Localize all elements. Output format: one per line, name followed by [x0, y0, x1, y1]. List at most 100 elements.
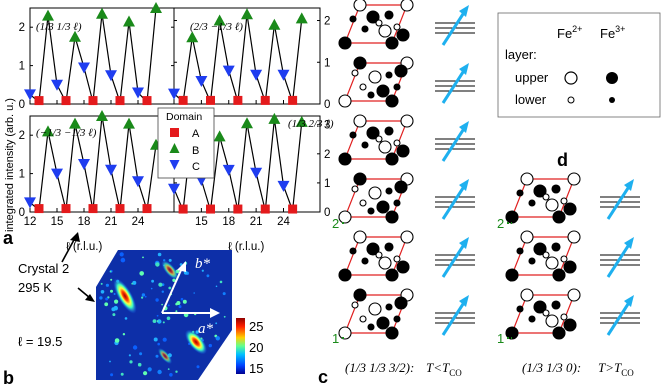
y-tick-label: 2 — [324, 149, 330, 161]
fe3-ion — [366, 10, 380, 24]
fe3-ion — [533, 300, 547, 314]
spin-arrow-icon — [441, 68, 467, 104]
noise-speck — [144, 295, 147, 298]
noise-speck — [109, 360, 111, 363]
point-domain-a — [206, 204, 215, 214]
noise-speck — [167, 368, 170, 370]
peak-main — [113, 278, 137, 314]
noise-speck — [114, 338, 120, 343]
spin-arrow-icon — [441, 242, 467, 278]
x-tick-label: 18 — [78, 216, 91, 228]
x-tick-label: 21 — [250, 216, 263, 228]
point-domain-a — [178, 204, 188, 214]
peak-bottom — [157, 347, 173, 365]
point-domain-c — [132, 87, 144, 99]
noise-speck — [156, 314, 159, 317]
subplot-label: (1/3 1/3 ℓ) — [36, 21, 82, 33]
y-tick-label: 1 — [324, 178, 330, 190]
noise-speck — [156, 320, 159, 322]
temperature-label: 295 K — [18, 280, 52, 295]
fe2-ion — [359, 315, 367, 323]
point-domain-a — [178, 95, 188, 105]
point-domain-a — [233, 95, 243, 105]
subplot-label: (1/3 2/3 ℓ) — [288, 118, 334, 130]
fe3-ion — [394, 180, 408, 194]
spin-arrowhead-icon — [459, 179, 469, 191]
noise-speck — [215, 336, 220, 341]
fe3-ion — [528, 315, 536, 323]
subplot-label: (−1/3 −1/3 ℓ) — [36, 127, 97, 139]
peak-top — [161, 260, 179, 280]
fe3-ion — [394, 296, 408, 310]
point-domain-c — [24, 197, 36, 209]
spin-arrowhead-icon — [459, 63, 469, 75]
fe3-ion — [384, 10, 394, 20]
spin-arrow-icon — [606, 242, 632, 278]
noise-speck — [168, 258, 172, 262]
x-tick-label: 21 — [105, 216, 118, 228]
y-tick-label: 2 — [19, 22, 25, 34]
structure-c-layer-5 — [338, 230, 414, 282]
fe3-ion — [349, 247, 357, 255]
point-domain-a — [288, 95, 298, 105]
point-domain-a — [34, 204, 44, 214]
noise-speck — [155, 262, 160, 267]
fe3-ion — [552, 210, 566, 224]
fe2-ion — [542, 193, 550, 201]
point-domain-c — [132, 176, 144, 188]
noise-speck — [169, 373, 173, 377]
noise-speck — [141, 296, 144, 299]
noise-speck — [151, 279, 155, 283]
fe3-ion — [551, 242, 561, 252]
fe3-lower-marker — [609, 97, 615, 103]
spin-arrow-icon — [441, 184, 467, 220]
fe3-ion — [385, 303, 393, 311]
y-tick-label: 3 — [324, 120, 330, 132]
noise-speck — [132, 280, 137, 285]
point-domain-b — [213, 14, 226, 26]
fe3-ion — [338, 268, 352, 282]
noise-speck — [104, 302, 109, 307]
peak-right — [184, 329, 208, 355]
point-domain-b — [96, 110, 108, 121]
noise-speck — [153, 337, 158, 342]
point-domain-a — [288, 204, 298, 214]
layer-marker: 1 — [497, 331, 504, 346]
point-domain-c — [168, 88, 180, 100]
structure-d-layer-1 — [505, 172, 581, 224]
fe2-ion — [353, 230, 367, 244]
layer-marker: 2 — [497, 216, 504, 231]
noise-speck — [129, 360, 133, 364]
fe2-ion — [359, 199, 367, 207]
legend-title: Domain — [166, 111, 202, 123]
noise-speck — [114, 299, 119, 304]
b-star-axis — [161, 267, 183, 314]
point-domain-b — [42, 9, 54, 21]
noise-speck — [139, 271, 144, 276]
arrow-head-a — [70, 232, 80, 242]
fe2-ion — [520, 230, 534, 244]
point-domain-a — [61, 204, 71, 214]
noise-speck — [120, 372, 124, 376]
panel-a: integrated intensity (arb. u.) 012 (1/3 1… — [3, 2, 334, 253]
noise-speck — [157, 369, 162, 375]
noise-speck — [100, 290, 105, 294]
intensity-map: b* a* — [96, 250, 232, 380]
panel-letter-a: a — [3, 228, 14, 248]
fe2-ion — [338, 210, 352, 224]
ion-legend: Fe2+ Fe3+ layer: upper lower — [497, 12, 661, 118]
layer-icon-c-5 — [435, 237, 475, 278]
point-domain-a — [88, 96, 98, 106]
legend-layer-title: layer: — [505, 47, 537, 62]
spin-arrow-icon — [606, 184, 632, 220]
l-value-label: ℓ = 19.5 — [18, 334, 62, 349]
noise-speck — [132, 345, 138, 350]
fe2-ion — [378, 256, 392, 270]
colorbar-tick-15: 15 — [249, 361, 263, 376]
point-domain-a — [115, 204, 125, 214]
caption-c-t: T<TCO — [426, 360, 462, 378]
b-star-label: b* — [195, 256, 211, 272]
spin-arrowhead-icon — [624, 295, 634, 307]
structure-d-layer-2 — [505, 230, 581, 282]
panel-letter-c: c — [318, 367, 328, 385]
